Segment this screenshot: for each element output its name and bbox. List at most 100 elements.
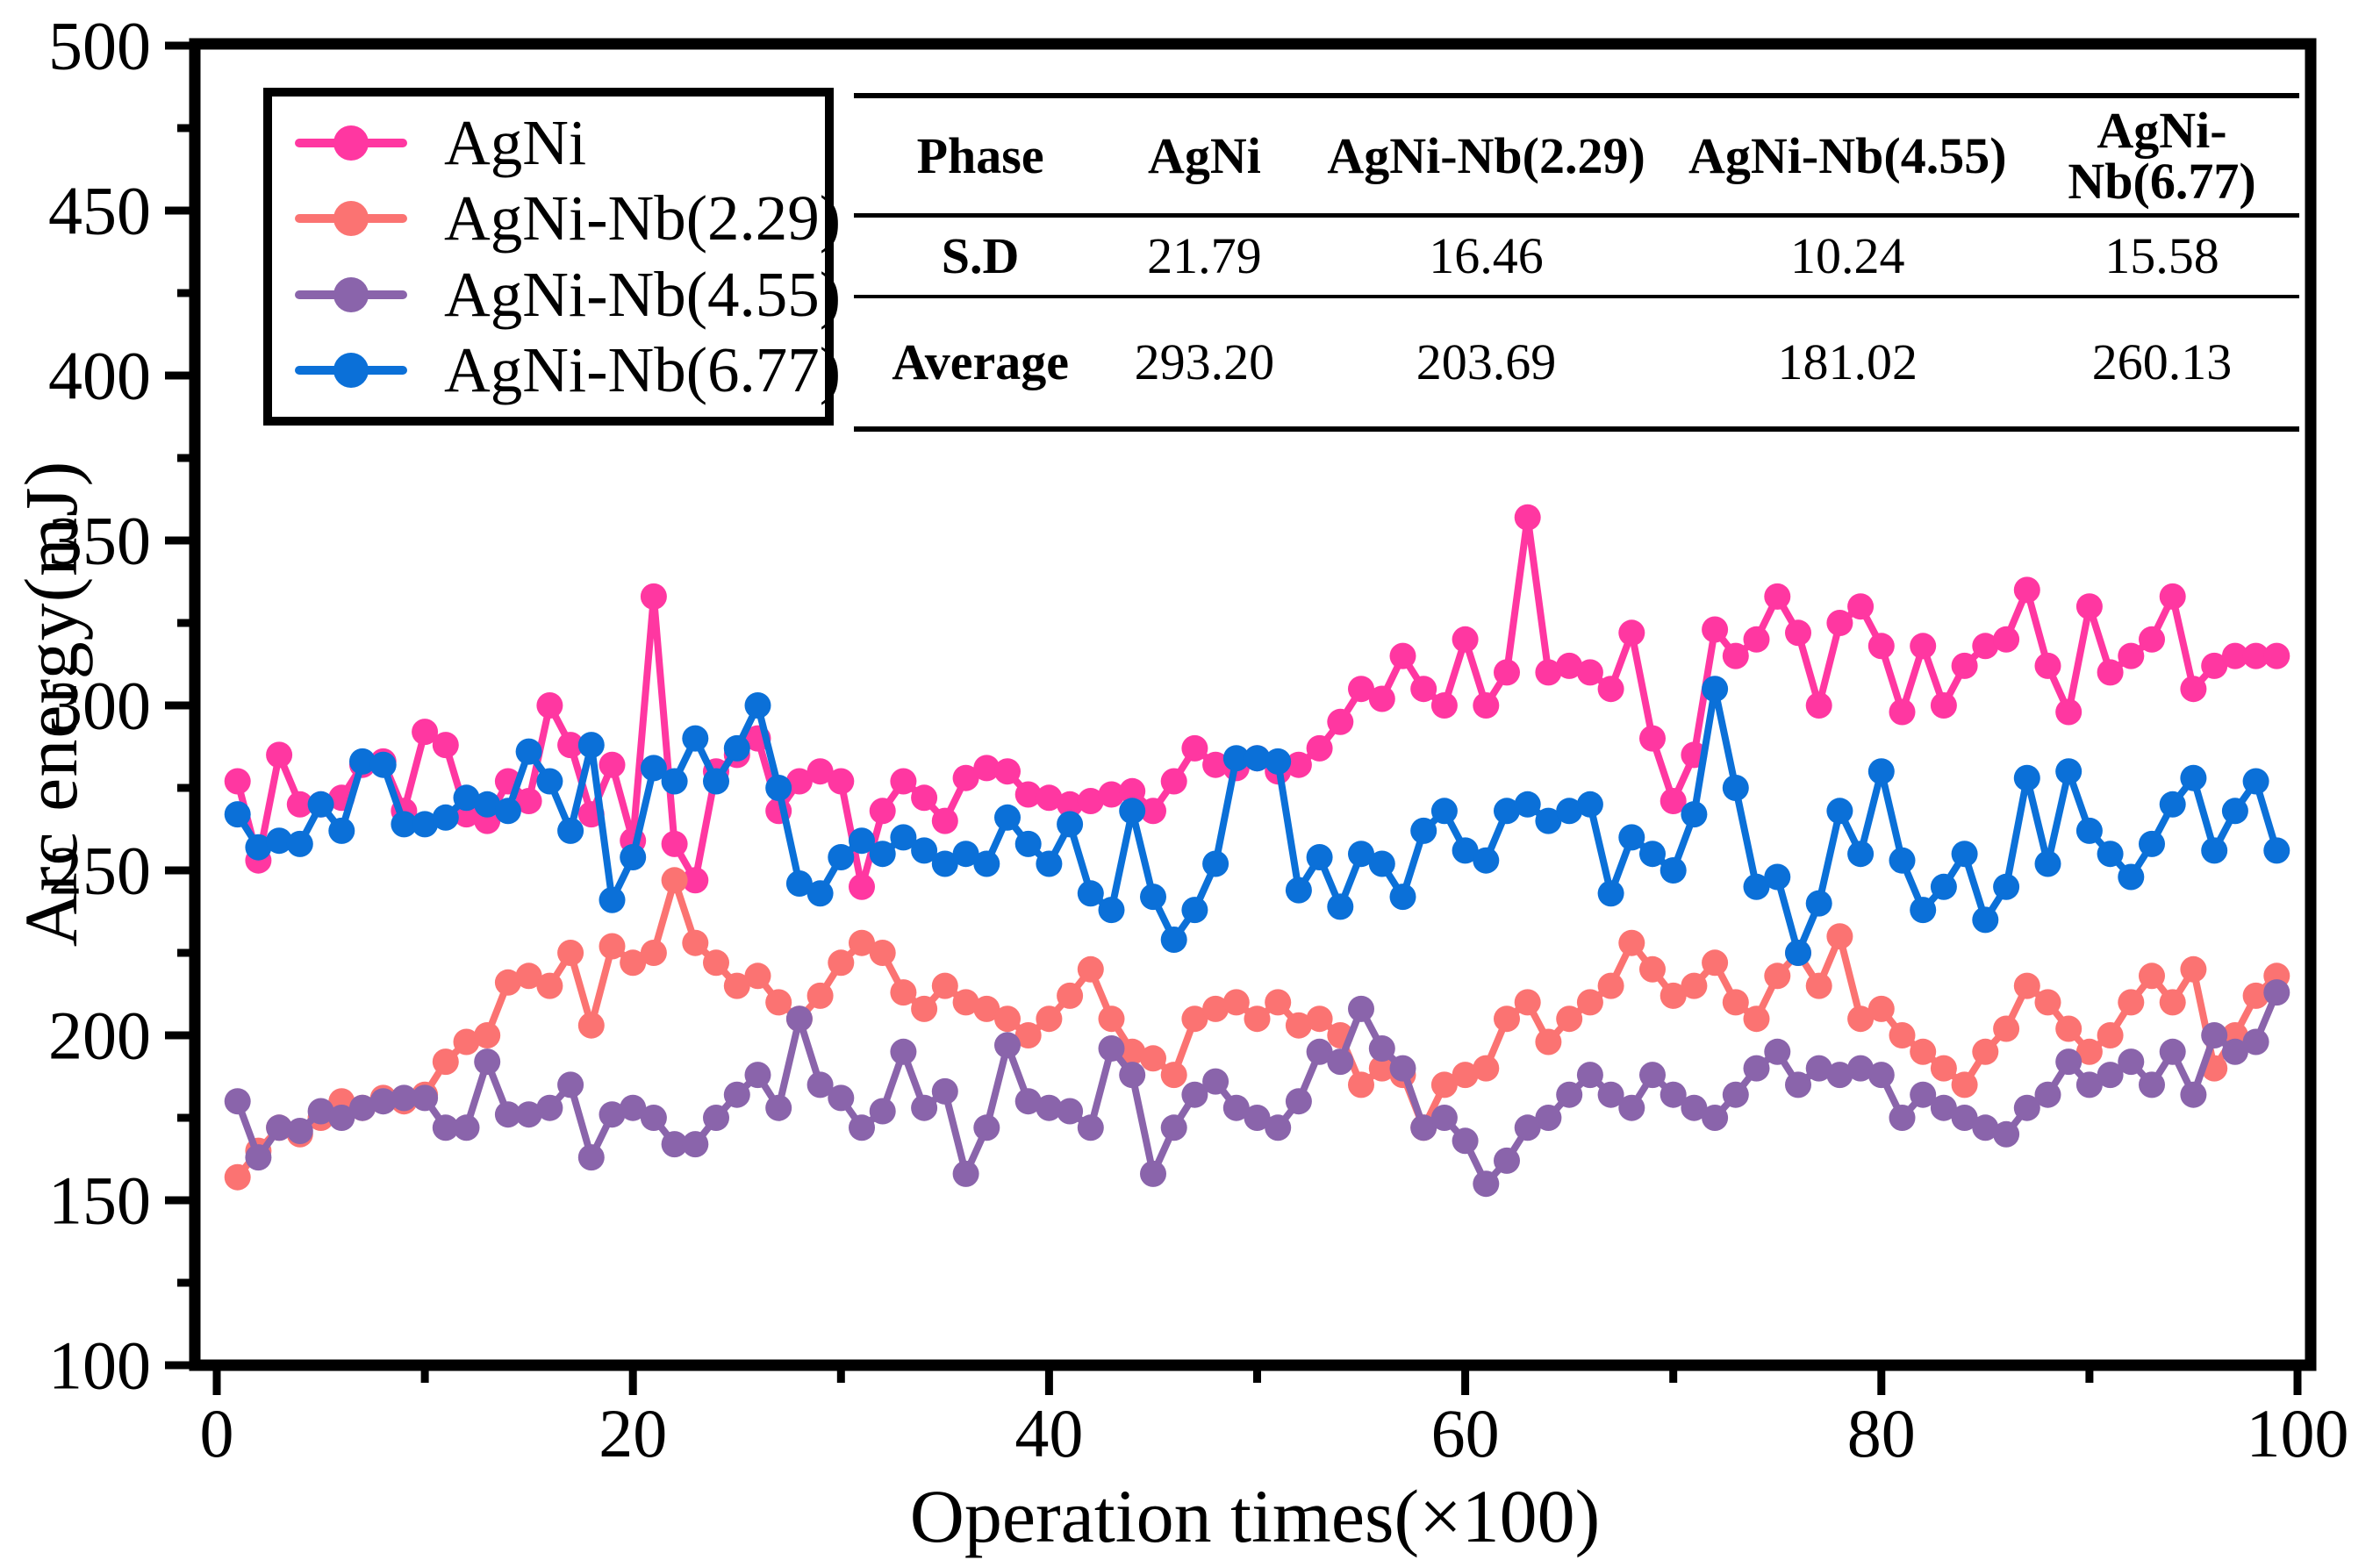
data-point-agni-nb-4-55: [1681, 1094, 1708, 1121]
data-point-agni-nb-6-77: [1639, 841, 1666, 868]
data-point-agni: [1618, 619, 1645, 647]
data-point-agni-nb-2-29: [1618, 929, 1645, 956]
data-point-agni-nb-4-55: [432, 1114, 459, 1141]
data-point-agni: [1494, 659, 1520, 686]
table-row-sd: S.D 21.79 16.46 10.24 15.58: [854, 218, 2299, 298]
table-cell: 203.69: [1416, 333, 1557, 390]
data-point-agni-nb-2-29: [911, 995, 938, 1022]
data-point-agni-nb-2-29: [1036, 1005, 1063, 1033]
data-point-agni-nb-2-29: [1014, 1022, 1042, 1048]
data-point-agni-nb-4-55: [1993, 1120, 2020, 1148]
data-point-agni-nb-2-29: [682, 929, 709, 956]
data-point-agni-nb-4-55: [474, 1048, 501, 1076]
table-cell: 181.02: [1777, 333, 1918, 390]
data-point-agni-nb-6-77: [1077, 880, 1104, 907]
data-point-agni-nb-6-77: [494, 798, 521, 825]
series-agni-nb-4-55: [224, 979, 2290, 1198]
data-point-agni: [1514, 504, 1541, 531]
data-point-agni: [1867, 633, 1895, 660]
data-point-agni: [1327, 708, 1354, 735]
data-point-agni-nb-2-29: [2139, 962, 2165, 990]
data-point-agni-nb-2-29: [723, 972, 750, 999]
data-point-agni: [1910, 633, 1937, 660]
data-point-agni-nb-4-55: [703, 1105, 729, 1131]
data-point-agni: [952, 764, 979, 791]
data-point-agni-nb-6-77: [1222, 745, 1250, 772]
data-point-agni-nb-4-55: [494, 1101, 521, 1128]
data-point-agni: [806, 758, 834, 785]
data-point-agni-nb-4-55: [723, 1081, 750, 1108]
legend-line-marker-icon: [295, 276, 407, 314]
data-point-agni-nb-6-77: [224, 801, 251, 828]
data-point-agni-nb-2-29: [828, 949, 855, 977]
data-point-agni-nb-4-55: [1285, 1088, 1312, 1115]
data-point-agni-nb-2-29: [1430, 1071, 1458, 1098]
data-point-agni-nb-2-29: [474, 1022, 501, 1048]
data-point-agni-nb-2-29: [1847, 1005, 1875, 1033]
legend-label: AgNi-Nb(6.77): [444, 333, 842, 405]
data-point-agni-nb-6-77: [1681, 801, 1708, 828]
data-point-agni: [1389, 642, 1416, 669]
data-point-agni-nb-6-77: [1389, 884, 1416, 911]
data-point-agni-nb-2-29: [620, 949, 647, 977]
data-point-agni-nb-4-55: [1785, 1071, 1811, 1098]
data-point-agni-nb-4-55: [577, 1144, 605, 1171]
data-point-agni-nb-4-55: [806, 1071, 834, 1098]
data-point-agni-nb-4-55: [1576, 1062, 1603, 1089]
data-point-agni-nb-6-77: [1743, 873, 1770, 900]
data-point-agni-nb-4-55: [765, 1094, 792, 1121]
data-point-agni-nb-6-77: [2055, 758, 2082, 785]
data-point-agni-nb-4-55: [931, 1077, 958, 1105]
data-point-agni-nb-4-55: [1410, 1114, 1437, 1141]
data-point-agni-nb-2-29: [1306, 1005, 1333, 1033]
data-point-agni-nb-2-29: [1993, 1015, 2020, 1042]
data-point-agni-nb-6-77: [1494, 798, 1520, 825]
data-point-agni-nb-2-29: [869, 940, 896, 966]
data-point-agni-nb-6-77: [2221, 798, 2248, 825]
data-point-agni-nb-6-77: [1764, 863, 1791, 891]
data-point-agni-nb-2-29: [806, 982, 834, 1009]
data-point-agni-nb-6-77: [391, 811, 418, 838]
data-point-agni: [994, 758, 1021, 785]
data-point-agni: [1535, 659, 1562, 686]
data-point-agni-nb-4-55: [1036, 1094, 1063, 1121]
data-point-agni-nb-4-55: [640, 1105, 667, 1131]
data-point-agni-nb-4-55: [2201, 1022, 2228, 1048]
data-point-agni: [2075, 593, 2103, 620]
table-header-row: Phase AgNi AgNi-Nb(2.29) AgNi-Nb(4.55) AgNi-…: [854, 93, 2299, 218]
data-point-agni-nb-4-55: [1077, 1114, 1104, 1141]
data-point-agni-nb-6-77: [515, 738, 542, 765]
data-point-agni-nb-4-55: [1805, 1055, 1832, 1082]
data-point-agni-nb-6-77: [1576, 791, 1603, 818]
data-point-agni-nb-4-55: [2013, 1094, 2040, 1121]
data-point-agni: [1951, 652, 1978, 679]
legend-label: AgNi-Nb(2.29): [444, 182, 842, 254]
data-point-agni: [2055, 698, 2082, 726]
data-point-agni: [869, 798, 896, 825]
data-point-agni-nb-4-55: [1764, 1038, 1791, 1065]
data-point-agni-nb-2-29: [1514, 989, 1541, 1016]
data-point-agni-nb-6-77: [1202, 850, 1229, 877]
table-cell: AgNi-Nb(4.55): [1688, 126, 2007, 184]
data-point-agni: [2034, 652, 2061, 679]
data-point-agni-nb-4-55: [1889, 1105, 1916, 1131]
data-point-agni: [224, 768, 251, 795]
data-point-agni-nb-6-77: [474, 791, 501, 818]
data-point-agni-nb-2-29: [703, 949, 729, 977]
data-point-agni: [828, 768, 855, 795]
data-point-agni-nb-2-29: [1473, 1055, 1500, 1082]
y-tick-label: 300: [48, 668, 151, 744]
legend-item-agni-nb-2-29: AgNi-Nb(2.29): [272, 182, 841, 255]
data-point-agni-nb-2-29: [1181, 1005, 1208, 1033]
data-point-agni: [286, 791, 313, 818]
data-point-agni-nb-6-77: [2180, 764, 2207, 791]
data-point-agni: [1119, 777, 1146, 805]
data-point-agni-nb-2-29: [2159, 989, 2186, 1016]
data-point-agni: [1597, 676, 1624, 703]
data-point-agni-nb-4-55: [1494, 1147, 1520, 1174]
data-point-agni-nb-4-55: [1847, 1055, 1875, 1082]
data-point-agni-nb-2-29: [1576, 989, 1603, 1016]
legend-line-marker-icon: [295, 124, 407, 162]
data-point-agni: [2097, 659, 2124, 686]
